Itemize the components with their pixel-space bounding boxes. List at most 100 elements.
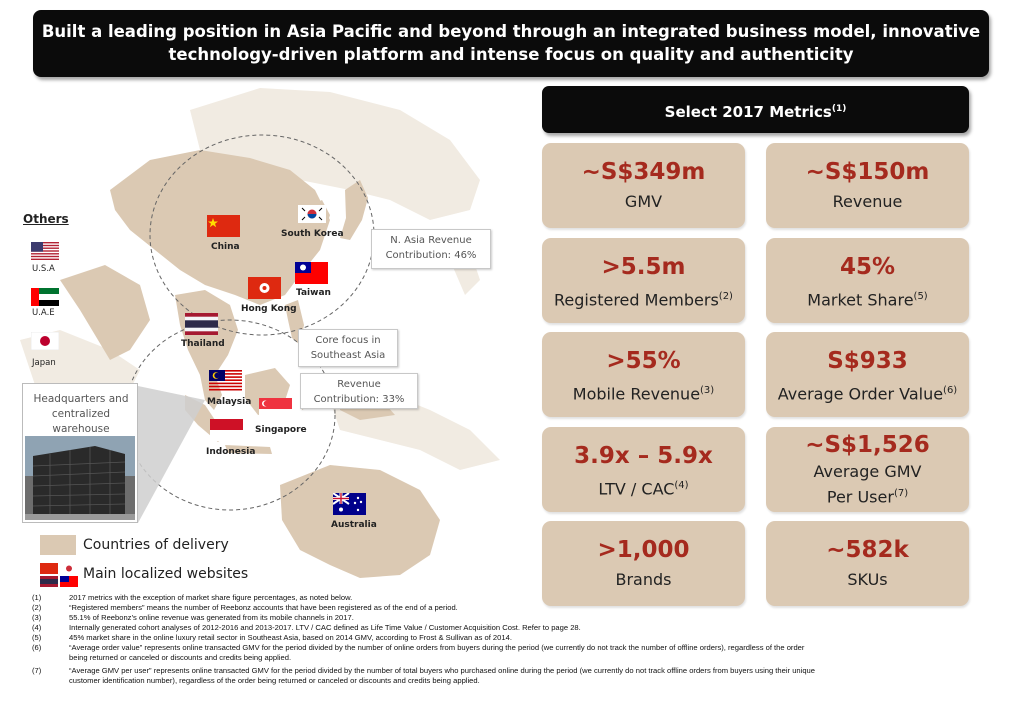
hong-kong-label: Hong Kong [241, 304, 297, 314]
metric-value: 45% [839, 254, 896, 280]
footnote-item: (2) “Registered members” means the number… [32, 603, 458, 612]
metric-value: >5.5m [601, 254, 686, 280]
sea-callout-line-2: Contribution: 33% [313, 394, 405, 405]
delivery-legend-label: Countries of delivery [83, 537, 229, 553]
headline-line-1: Built a leading position in Asia Pacific… [41, 22, 981, 41]
australia-flag-icon [333, 493, 366, 515]
metric-skus: ~582k SKUs [766, 521, 969, 606]
uae-flag-icon [31, 288, 59, 306]
hq-line-2: centralized [51, 408, 111, 420]
metric-footnote: (7) [893, 488, 909, 499]
north-asia-callout-line-2: Contribution: 46% [385, 250, 477, 261]
malaysia-flag-icon [209, 370, 242, 391]
footnote-item: (5) 45% market share in the online luxury… [32, 633, 512, 642]
metric-brands: >1,000 Brands [542, 521, 745, 606]
southeast-asia-circle [124, 319, 336, 511]
hq-pointer [138, 386, 205, 523]
footnotes: (1) 2017 metrics with the exception of ma… [24, 593, 1014, 686]
metric-label-line-2: Per User(7) [826, 487, 909, 507]
metric-footnote: (6) [943, 385, 958, 396]
metric-market-share: 45% Market Share(5) [766, 238, 969, 323]
others-title: Others [23, 212, 69, 226]
australia-label: Australia [331, 520, 377, 530]
metric-footnote: (2) [718, 291, 733, 302]
singapore-flag-icon [259, 398, 292, 420]
usa-flag-icon [31, 242, 59, 260]
sea-callout-line-1: Revenue [337, 379, 381, 390]
southeast-asia-revenue-callout: Revenue Contribution: 33% [300, 373, 418, 409]
south-korea-flag-icon [298, 205, 326, 223]
japan-label: Japan [32, 358, 56, 368]
headline-line-2: technology-driven platform and intense f… [168, 45, 854, 64]
metric-label: Mobile Revenue(3) [572, 384, 715, 404]
thailand-flag-icon [185, 313, 218, 335]
hq-line-3: warehouse [52, 423, 110, 435]
north-asia-revenue-callout: N. Asia Revenue Contribution: 46% [371, 229, 491, 269]
uae-label: U.A.E [32, 308, 55, 318]
metric-mobile-revenue: >55% Mobile Revenue(3) [542, 332, 745, 417]
japan-flag-icon [31, 332, 59, 350]
headquarters-photo [25, 436, 135, 520]
metric-gmv: ~S$349m GMV [542, 143, 745, 228]
north-asia-callout-line-1: N. Asia Revenue [390, 235, 472, 246]
metric-value: S$933 [827, 348, 908, 374]
metric-value: ~582k [826, 537, 909, 563]
footnote-item: (7) “Average GMV per user” represents onl… [32, 666, 815, 685]
metric-value: ~S$349m [581, 159, 706, 185]
south-korea-label: South Korea [281, 229, 344, 239]
metric-label: Market Share(5) [807, 290, 928, 310]
metric-label: Brands [615, 570, 672, 589]
thailand-shape [175, 290, 238, 410]
hq-line-1: Headquarters and [33, 393, 129, 405]
metrics-header-title: Select 2017 Metrics [664, 103, 832, 121]
malaysia-label: Malaysia [207, 397, 252, 407]
hong-kong-flag-icon [248, 277, 281, 299]
usa-label: U.S.A [32, 264, 55, 274]
headline-banner: Built a leading position in Asia Pacific… [33, 10, 989, 77]
core-focus-line-2: Southeast Asia [310, 350, 386, 361]
singapore-label: Singapore [255, 425, 307, 435]
india-shape [60, 265, 150, 360]
metric-footnote: (4) [674, 480, 689, 491]
footnote-item: (6) “Average order value” represents onli… [32, 643, 805, 662]
taiwan-flag-icon [295, 262, 328, 284]
core-focus-callout: Core focus in Southeast Asia [298, 329, 398, 367]
metric-footnote: (3) [700, 385, 715, 396]
metric-label: GMV [624, 192, 663, 211]
metric-label: Revenue [832, 192, 903, 211]
footnote-item: (1) 2017 metrics with the exception of ma… [32, 593, 353, 602]
china-label: China [211, 242, 240, 252]
australia-shape [280, 465, 440, 578]
metric-label: LTV / CAC(4) [598, 479, 689, 499]
localized-websites-legend-label: Main localized websites [83, 566, 249, 582]
metric-label: SKUs [847, 570, 888, 589]
metric-footnote: (5) [913, 291, 928, 302]
headquarters-caption: Headquarters and centralized warehouse [23, 392, 139, 437]
metric-value: >55% [606, 348, 681, 374]
metric-ltv-cac: 3.9x – 5.9x LTV / CAC(4) [542, 427, 745, 512]
metrics-header: Select 2017 Metrics(1) [542, 86, 969, 133]
delivery-legend-swatch [40, 535, 76, 555]
footnote-item: (3) 55.1% of Reebonz’s online revenue was… [32, 613, 354, 622]
metric-label: Average Order Value(6) [777, 384, 958, 404]
japan-shape [340, 180, 368, 240]
metric-average-order-value: S$933 Average Order Value(6) [766, 332, 969, 417]
metric-value: ~S$150m [805, 159, 930, 185]
metrics-header-footnote: (1) [831, 104, 847, 114]
metric-value: >1,000 [597, 537, 690, 563]
thailand-label: Thailand [181, 339, 225, 349]
metric-average-gmv-per-user: ~S$1,526 Average GMV Per User(7) [766, 427, 969, 512]
metric-value: ~S$1,526 [805, 432, 930, 458]
metric-registered-members: >5.5m Registered Members(2) [542, 238, 745, 323]
metric-label: Registered Members(2) [554, 290, 733, 310]
headquarters-box: Headquarters and centralized warehouse [22, 383, 138, 523]
core-focus-line-1: Core focus in [315, 335, 381, 346]
indonesia-flag-icon [210, 419, 243, 441]
metric-value: 3.9x – 5.9x [574, 443, 713, 469]
china-flag-icon [207, 215, 240, 237]
java-shape [225, 445, 272, 454]
taiwan-label: Taiwan [296, 288, 331, 298]
metric-label: Average GMV [813, 462, 922, 481]
metric-revenue: ~S$150m Revenue [766, 143, 969, 228]
indonesia-label: Indonesia [206, 447, 256, 457]
